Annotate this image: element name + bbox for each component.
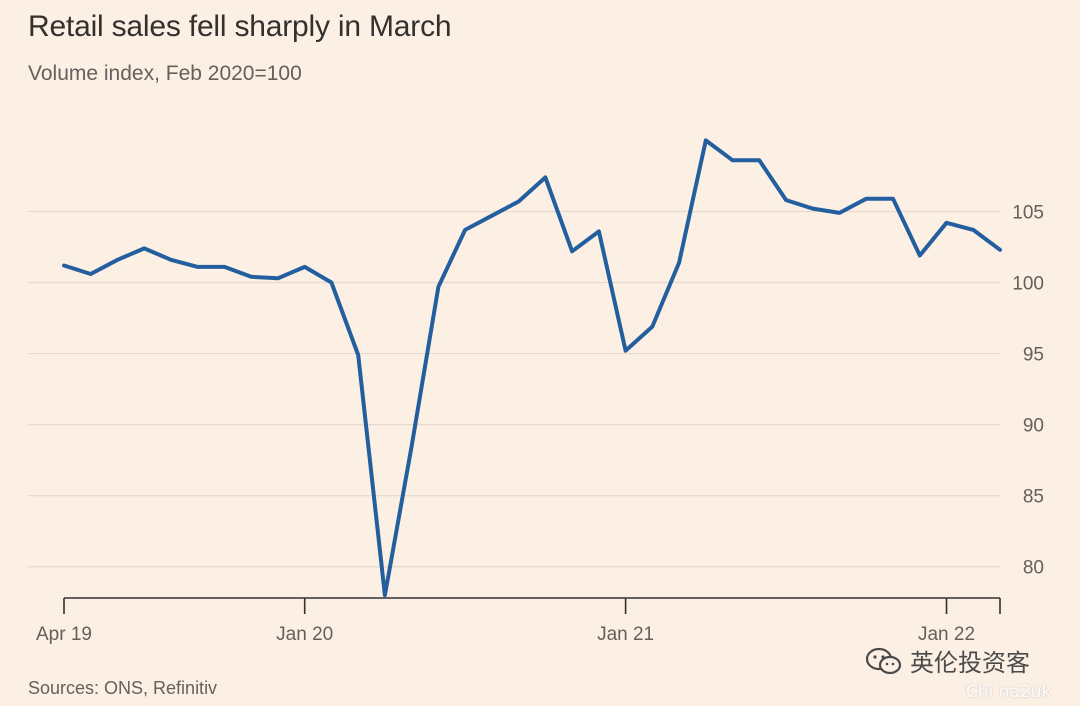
- wechat-icon: [865, 647, 902, 674]
- chart-subtitle: Volume index, Feb 2020=100: [28, 62, 302, 85]
- x-tick-label-Jan-22: Jan 22: [918, 624, 975, 645]
- y-tick-label-80: 80: [1023, 558, 1044, 579]
- y-tick-label-90: 90: [1023, 416, 1044, 437]
- x-tick-label-Apr-19: Apr 19: [36, 624, 92, 645]
- y-tick-label-105: 105: [1012, 202, 1044, 223]
- y-tick-label-85: 85: [1023, 487, 1044, 508]
- y-tick-label-100: 100: [1012, 274, 1044, 295]
- watermark: 英伦投资客: [864, 643, 1030, 678]
- x-tick-label-Jan-21: Jan 21: [597, 624, 654, 645]
- chart-title: Retail sales fell sharply in March: [28, 10, 452, 43]
- chart-source: Sources: ONS, Refinitiv: [28, 678, 218, 698]
- y-tick-label-95: 95: [1023, 345, 1044, 366]
- x-tick-label-Jan-20: Jan 20: [276, 624, 333, 645]
- watermark-sub: Chi na2uk: [966, 682, 1052, 702]
- watermark-text: 英伦投资客: [910, 649, 1030, 677]
- series-line-0: [62, 138, 1002, 598]
